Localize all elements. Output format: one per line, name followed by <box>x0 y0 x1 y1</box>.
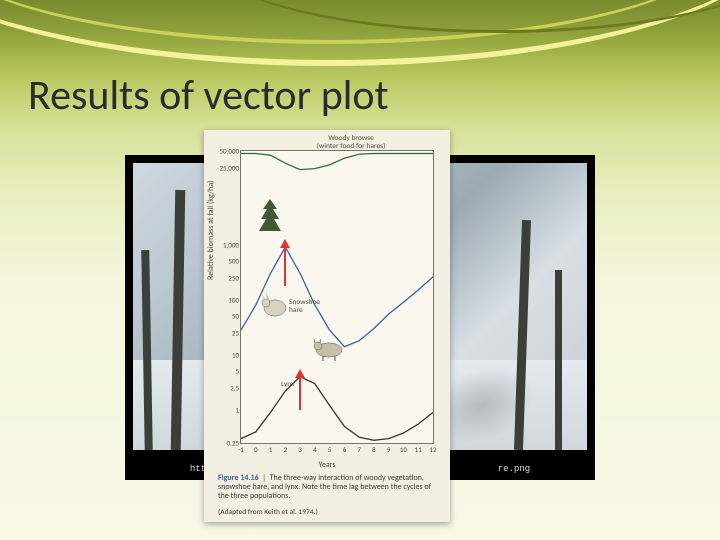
y-tick-label: 25 <box>209 329 241 336</box>
decorative-swoosh <box>0 0 720 44</box>
x-tick-label: 2 <box>278 443 292 454</box>
y-tick-label: 100 <box>209 296 241 303</box>
y-tick-label: 50 <box>209 313 241 320</box>
x-tick-label: 1 <box>264 443 278 454</box>
lynx-label: Lynx <box>281 381 294 389</box>
chart-plot-area: Woody browse(winter food for hares) Snow… <box>240 150 434 444</box>
y-axis-label: Relative biomass at fall (kg/ha) <box>206 180 216 280</box>
y-tick-label: 5 <box>209 368 241 375</box>
figure-adapted-from: (Adapted from Keith et al. 1974.) <box>218 508 318 517</box>
hare-icon <box>259 291 289 317</box>
y-tick-label: 1,000 <box>209 241 241 248</box>
x-tick-label: -1 <box>234 443 248 454</box>
y-tick-label: 500 <box>209 258 241 265</box>
x-axis-label: Years <box>204 460 450 470</box>
lynx-icon <box>311 336 345 362</box>
red-arrow-annotation <box>299 377 301 410</box>
x-tick-label: 5 <box>323 443 337 454</box>
y-tick-label: 250 <box>209 274 241 281</box>
y-tick-label: 2.5 <box>209 384 241 391</box>
caption-right: re.png <box>498 464 530 474</box>
conifer-tree-icon <box>259 199 281 231</box>
decorative-swoosh <box>200 0 720 33</box>
woody_browse-line <box>241 154 433 170</box>
figure-caption: Figure 14.16 | The three-way interaction… <box>218 474 436 502</box>
x-tick-label: 12 <box>426 443 440 454</box>
x-tick-label: 10 <box>396 443 410 454</box>
x-tick-label: 9 <box>382 443 396 454</box>
hare-label: Snowshoehare <box>289 299 320 315</box>
x-tick-label: 6 <box>337 443 351 454</box>
x-tick-label: 3 <box>293 443 307 454</box>
x-tick-label: 8 <box>367 443 381 454</box>
x-tick-label: 0 <box>249 443 263 454</box>
y-tick-label: 50,000 <box>209 148 241 155</box>
y-tick-label: 1 <box>209 406 241 413</box>
tree-trunk <box>555 270 562 450</box>
figure-scan: Relative biomass at fall (kg/ha) Woody b… <box>204 130 450 522</box>
slide: Results of vector plot htt re.png Rela <box>0 0 720 540</box>
x-tick-label: 7 <box>352 443 366 454</box>
lynx-line <box>241 377 433 441</box>
page-title: Results of vector plot <box>28 70 389 121</box>
x-tick-label: 11 <box>411 443 425 454</box>
x-tick-label: 4 <box>308 443 322 454</box>
red-arrow-annotation <box>284 247 286 286</box>
woody-browse-label: Woody browse(winter food for hares) <box>301 135 401 151</box>
y-tick-label: 10 <box>209 351 241 358</box>
y-tick-label: 25,000 <box>209 164 241 171</box>
decorative-swoosh <box>0 0 720 66</box>
